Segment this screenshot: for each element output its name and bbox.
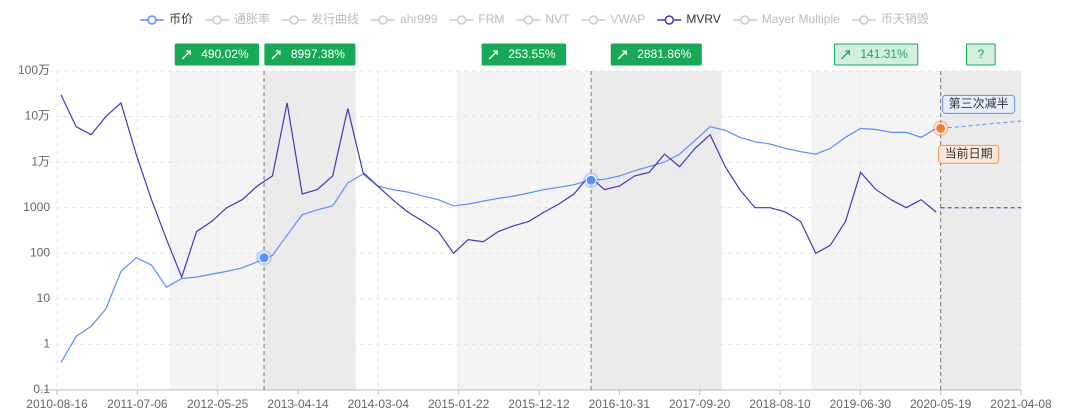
- x-tick-label: 2012-05-25: [187, 397, 249, 411]
- phase-band: [940, 71, 1021, 390]
- legend-dot: [289, 15, 299, 25]
- badge-box: [965, 43, 996, 66]
- legend-item[interactable]: 发行曲线: [282, 11, 359, 26]
- x-tick-label: 2011-07-06: [107, 397, 168, 411]
- y-tick-label: 1万: [31, 154, 50, 168]
- trend-icon: [840, 50, 851, 60]
- phase-badge: ?: [965, 43, 996, 66]
- badge-box: [833, 43, 919, 66]
- phase-badge: 8997.38%: [264, 43, 356, 66]
- phase-badge: 2881.86%: [610, 43, 702, 66]
- annotation-text: 当前日期: [945, 146, 993, 161]
- x-tick-label: 2016-10-31: [589, 397, 651, 411]
- marker: [258, 252, 270, 264]
- grid-layer: [40, 70, 1022, 395]
- y-tick-label: 10万: [25, 109, 50, 123]
- x-tick-label: 2015-01-22: [428, 397, 490, 411]
- legend-item[interactable]: 通胀率: [205, 11, 270, 26]
- annotation-box: [942, 94, 1016, 114]
- trend-icon: [617, 50, 627, 60]
- legend-dot: [664, 15, 675, 25]
- badge-box: [174, 43, 260, 66]
- badge-box: [264, 43, 356, 66]
- legend-dot: [740, 15, 750, 25]
- phase-badge: 490.02%: [174, 43, 260, 66]
- legend-item[interactable]: 币价: [140, 12, 193, 26]
- badge-text: 141.31%: [860, 47, 908, 61]
- legend-dot: [456, 15, 467, 25]
- x-tick-label: 2019-06-30: [830, 397, 892, 411]
- legend-dot: [588, 15, 599, 25]
- x-tick-label: 2020-05-19: [910, 397, 972, 411]
- legend-item[interactable]: Mayer Multiple: [732, 12, 840, 26]
- legend-item[interactable]: 币天销毁: [851, 11, 929, 26]
- legend-dot: [523, 15, 534, 25]
- annotation-text: 第三次减半: [949, 97, 1009, 111]
- series-line: [60, 94, 937, 279]
- badge-text: 490.02%: [201, 47, 249, 61]
- phase-badge: 141.31%: [833, 43, 919, 66]
- background-layer: [169, 71, 1021, 390]
- phase-badge: 253.55%: [481, 43, 567, 66]
- badge-text: 2881.86%: [637, 47, 691, 61]
- x-tick-label: 2018-08-10: [749, 397, 811, 411]
- legend-label[interactable]: NVT: [545, 12, 570, 26]
- trend-icon: [271, 50, 281, 60]
- badge-text: 253.55%: [508, 47, 556, 61]
- legend-label[interactable]: ahr999: [400, 12, 438, 26]
- legend-dot: [147, 15, 157, 25]
- y-tick-label: 100万: [18, 63, 50, 77]
- x-tick-label: 2013-04-14: [267, 397, 329, 411]
- legend-dot: [378, 15, 388, 25]
- x-tick-label: 2010-08-16: [26, 397, 88, 411]
- series-line: [60, 126, 937, 363]
- overlay-layer: 490.02% 8997.38% 253.55% 2881.86% 141.31% ? 0.…: [18, 11, 1052, 411]
- x-tick-label: 2015-12-12: [508, 397, 570, 411]
- legend-label[interactable]: 币价: [169, 12, 193, 26]
- badge-box: [610, 43, 702, 66]
- line-layer: [60, 94, 1022, 363]
- x-tick-label: 2014-03-04: [348, 397, 410, 411]
- phase-band: [456, 71, 592, 390]
- x-tick-label: 2017-09-20: [669, 397, 731, 411]
- y-tick-label: 1: [43, 337, 50, 351]
- badge-text: 8997.38%: [291, 47, 345, 61]
- legend-label[interactable]: FRM: [478, 12, 504, 26]
- legend-item[interactable]: MVRV: [657, 12, 721, 26]
- y-tick-label: 0.1: [33, 382, 50, 396]
- legend-label[interactable]: MVRV: [686, 12, 720, 26]
- phase-band: [264, 71, 356, 390]
- legend-label[interactable]: 发行曲线: [311, 11, 359, 26]
- phase-band: [169, 71, 265, 390]
- legend-dot: [212, 15, 222, 25]
- y-tick-label: 100: [30, 245, 50, 259]
- legend-item[interactable]: ahr999: [371, 12, 438, 26]
- legend-item[interactable]: NVT: [516, 12, 570, 26]
- legend-item[interactable]: VWAP: [581, 12, 645, 26]
- y-tick-label: 10: [37, 291, 51, 305]
- phase-band: [811, 71, 941, 390]
- legend-label[interactable]: VWAP: [610, 12, 645, 26]
- badge-text: ?: [977, 47, 984, 61]
- trend-icon: [488, 50, 498, 60]
- legend-label[interactable]: 币天销毁: [881, 11, 929, 26]
- y-tick-label: 1000: [23, 200, 50, 214]
- marker: [585, 174, 597, 186]
- x-tick-label: 2021-04-08: [990, 397, 1052, 411]
- phase-band: [591, 71, 722, 390]
- badge-box: [481, 43, 567, 66]
- legend-item[interactable]: FRM: [449, 12, 504, 26]
- legend-label[interactable]: 通胀率: [234, 11, 270, 26]
- marker: [935, 122, 947, 134]
- legend-dot: [859, 15, 869, 25]
- annotation-box: [938, 144, 1000, 164]
- legend-label[interactable]: Mayer Multiple: [762, 12, 840, 26]
- trend-icon: [181, 50, 191, 60]
